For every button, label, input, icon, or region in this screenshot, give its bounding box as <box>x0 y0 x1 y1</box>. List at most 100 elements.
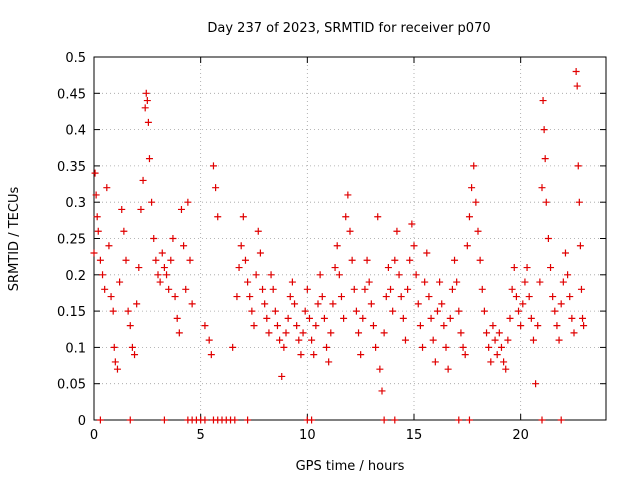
x-axis-label: GPS time / hours <box>296 459 405 474</box>
data-point <box>410 242 418 250</box>
x-tick-label: 10 <box>299 428 316 443</box>
data-point <box>94 227 102 235</box>
data-point <box>259 285 267 293</box>
data-point <box>382 293 390 301</box>
data-point <box>465 416 473 424</box>
data-point <box>431 358 439 366</box>
data-point <box>557 300 565 308</box>
data-point <box>173 314 181 322</box>
data-point <box>506 314 514 322</box>
data-point <box>261 300 269 308</box>
data-point <box>397 293 405 301</box>
data-point <box>331 264 339 272</box>
data-point <box>557 416 565 424</box>
data-point <box>573 82 581 90</box>
data-point <box>350 285 358 293</box>
data-point <box>160 264 168 272</box>
data-point <box>269 285 277 293</box>
data-point <box>378 387 386 395</box>
data-point <box>340 314 348 322</box>
data-point <box>384 264 392 272</box>
data-point <box>502 365 510 373</box>
data-point <box>570 329 578 337</box>
data-point <box>461 351 469 359</box>
data-point <box>576 242 584 250</box>
data-point <box>182 285 190 293</box>
data-point <box>510 264 518 272</box>
data-point <box>142 89 150 97</box>
y-tick-label: 0.05 <box>57 378 86 393</box>
data-point <box>248 307 256 315</box>
data-point <box>212 184 220 192</box>
data-point <box>158 249 166 257</box>
data-point <box>327 329 335 337</box>
data-point <box>286 293 294 301</box>
data-point <box>299 329 307 337</box>
data-point <box>120 227 128 235</box>
data-point <box>113 365 121 373</box>
data-point <box>263 314 271 322</box>
data-point <box>139 176 147 184</box>
data-point <box>131 351 139 359</box>
data-point <box>574 162 582 170</box>
data-point <box>517 322 525 330</box>
data-point <box>483 329 491 337</box>
data-point <box>544 235 552 242</box>
data-point <box>500 358 508 366</box>
data-point <box>276 336 284 344</box>
data-point <box>118 205 126 213</box>
data-point <box>438 300 446 308</box>
data-point <box>91 169 99 177</box>
data-point <box>476 256 484 264</box>
data-point <box>188 300 196 308</box>
grid-lines <box>94 57 606 420</box>
data-point <box>474 227 482 235</box>
data-point <box>427 314 435 322</box>
x-tick-label: 20 <box>512 428 529 443</box>
data-point <box>457 329 465 337</box>
data-point <box>133 300 141 308</box>
data-point <box>361 285 369 293</box>
data-point <box>244 416 252 424</box>
data-point <box>455 307 463 315</box>
x-tick-label: 5 <box>197 428 205 443</box>
data-point <box>316 271 324 279</box>
data-point <box>389 307 397 315</box>
data-point <box>412 271 420 279</box>
data-point <box>448 285 456 293</box>
data-point <box>325 358 333 366</box>
data-point <box>547 264 555 272</box>
data-point <box>497 343 505 351</box>
data-point <box>406 256 414 264</box>
y-tick-label: 0.25 <box>57 233 86 248</box>
data-point <box>459 343 467 351</box>
data-point <box>201 416 209 424</box>
data-point <box>163 271 171 279</box>
data-point <box>478 285 486 293</box>
data-point <box>468 184 476 192</box>
data-point <box>323 343 331 351</box>
data-point <box>344 191 352 199</box>
data-point <box>141 104 149 112</box>
data-point <box>365 278 373 286</box>
data-point <box>393 227 401 235</box>
data-points <box>90 68 588 424</box>
data-point <box>180 242 188 250</box>
data-point <box>169 235 177 242</box>
data-point <box>577 285 585 293</box>
data-point <box>165 285 173 293</box>
data-point <box>295 336 303 344</box>
data-point <box>235 264 243 272</box>
data-point <box>485 343 493 351</box>
data-point <box>110 343 118 351</box>
data-point <box>527 314 535 322</box>
data-point <box>308 416 316 424</box>
data-point <box>271 307 279 315</box>
data-point <box>348 256 356 264</box>
data-point <box>175 329 183 337</box>
data-point <box>291 300 299 308</box>
data-point <box>256 249 264 257</box>
data-point <box>105 242 113 250</box>
data-point <box>380 329 388 337</box>
data-point <box>145 155 153 163</box>
